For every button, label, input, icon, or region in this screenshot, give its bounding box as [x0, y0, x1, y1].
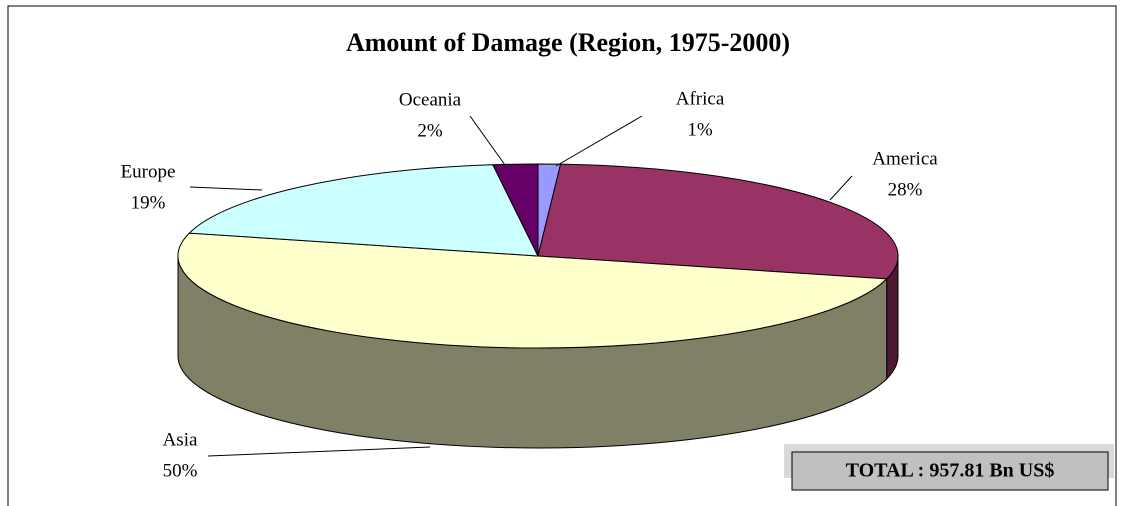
value-label: 2% [417, 120, 443, 141]
value-label: 50% [163, 460, 198, 481]
category-label: Europe [121, 161, 176, 182]
leader-line [555, 115, 643, 167]
value-label: 1% [687, 119, 713, 140]
slice [188, 164, 539, 257]
leader-line [189, 186, 263, 191]
total-box [791, 451, 1109, 491]
value-label: 19% [131, 192, 166, 213]
slice [492, 163, 539, 257]
value-label: 28% [888, 179, 923, 200]
category-label: America [872, 148, 938, 169]
total-label: TOTAL : 957.81 Bn US$ [846, 460, 1055, 482]
chart-title: Amount of Damage (Region, 1975-2000) [346, 28, 790, 57]
leader-line [207, 446, 431, 457]
slice [537, 163, 899, 280]
category-label: Oceania [399, 89, 462, 110]
category-label: Africa [676, 88, 725, 109]
category-label: Asia [163, 429, 198, 450]
leader-line [829, 175, 853, 201]
slice [177, 232, 888, 349]
leader-line [469, 115, 506, 166]
